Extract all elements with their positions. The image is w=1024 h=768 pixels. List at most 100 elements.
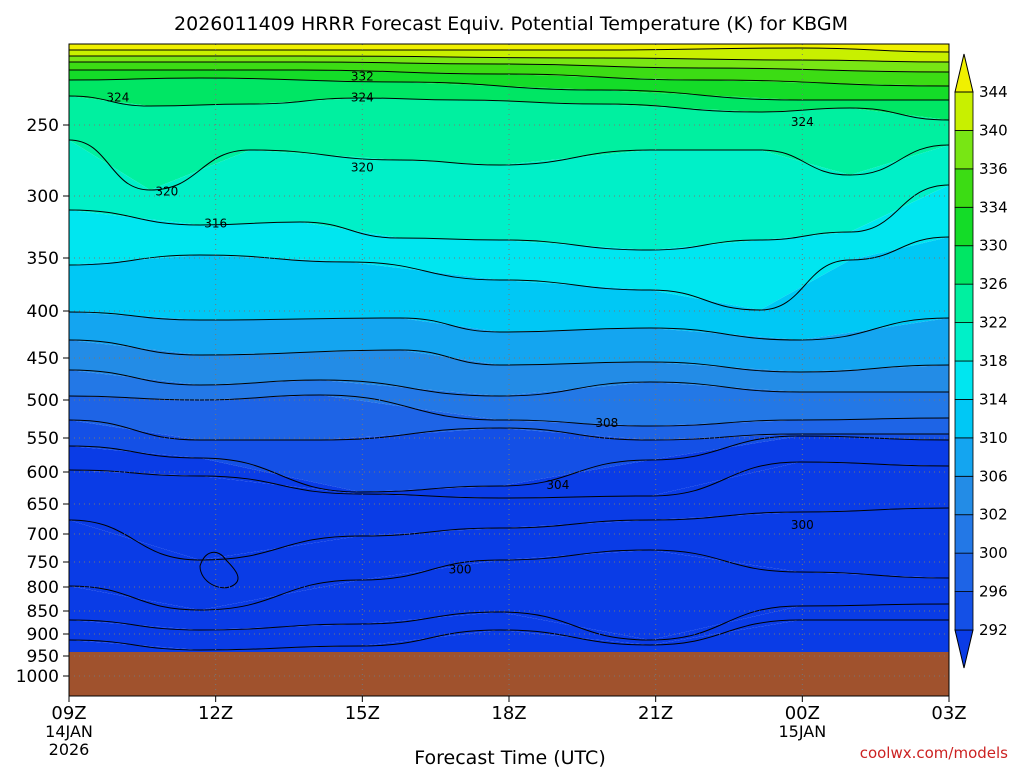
- contour-labels: 332 324 324 324 320 320 316 308 304 300 300: [106, 69, 814, 577]
- colorbar-label: 344: [979, 83, 1008, 101]
- x-tick-label: 03Z: [931, 703, 966, 724]
- x-tick-sublabel: 14JAN: [45, 722, 93, 741]
- contour-line: [69, 139, 949, 191]
- contour-label: 332: [351, 69, 374, 83]
- contour-line: [199, 551, 239, 589]
- y-tick-label: 800: [27, 578, 59, 598]
- y-tick-label: 550: [27, 429, 59, 449]
- colorbar-label: 310: [979, 429, 1008, 447]
- colorbar: 292 296 300 302 306 310 314 318 322 326 330 334 336 3…: [954, 53, 1008, 669]
- x-tick-label: 15Z: [345, 703, 380, 724]
- contour-label: 316: [204, 216, 227, 230]
- y-tick-label: 700: [27, 525, 59, 545]
- color-band: [69, 340, 949, 396]
- x-tick-label: 12Z: [198, 703, 233, 724]
- contour-line: [69, 184, 949, 251]
- contour-line: [69, 311, 949, 341]
- colorbar-segment: [954, 399, 974, 439]
- colorbar-label: 292: [979, 621, 1008, 639]
- color-band: [69, 395, 949, 440]
- color-band: [69, 96, 949, 190]
- x-tick-sublabel: 2026: [49, 740, 90, 759]
- contour-line: [69, 603, 949, 641]
- plot-area: 332 324 324 324 320 320 316 308 304 300 300: [69, 44, 949, 696]
- colorbar-segment: [954, 130, 974, 170]
- y-tick-label: 750: [27, 553, 59, 573]
- contour-line: [69, 55, 949, 63]
- x-tick-label: 00Z: [785, 703, 820, 724]
- colorbar-segment: [954, 360, 974, 400]
- colorbar-segment: [954, 283, 974, 323]
- contour-label: 320: [351, 161, 374, 175]
- y-tick-label: 600: [27, 463, 59, 483]
- colorbar-segment: [954, 437, 974, 477]
- contour-line: [69, 394, 949, 427]
- contour-line: [69, 339, 949, 373]
- chart-title: 2026011409 HRRR Forecast Equiv. Potentia…: [174, 13, 848, 35]
- colorbar-segment: [954, 53, 974, 93]
- color-band: [69, 185, 949, 310]
- contour-lines: [69, 47, 949, 651]
- colorbar-label: 318: [979, 352, 1008, 370]
- colorbar-segment: [954, 591, 974, 631]
- y-tick-label: 900: [27, 625, 59, 645]
- contour-line: [69, 435, 949, 493]
- x-tick-label: 18Z: [491, 703, 526, 724]
- contour-label: 308: [595, 416, 618, 430]
- colorbar-segment: [954, 206, 974, 247]
- y-tick-label: 300: [27, 187, 59, 207]
- contour-line: [69, 507, 949, 561]
- y-tick-label: 400: [27, 302, 59, 322]
- colorbar-segment: [954, 322, 974, 362]
- y-tick-label: 450: [27, 349, 59, 369]
- colorbar-label: 336: [979, 160, 1008, 178]
- y-tick-label: 500: [27, 391, 59, 411]
- credit-text: coolwx.com/models: [860, 744, 1008, 762]
- colorbar-label: 302: [979, 506, 1008, 524]
- colorbar-segment: [954, 91, 974, 131]
- x-axis-label: Forecast Time (UTC): [414, 747, 605, 768]
- contour-line: [69, 95, 949, 121]
- y-axis: 250 300 350 400 450 500 550 600 650 700 750 800 850 9…: [16, 116, 69, 687]
- colorbar-label: 326: [979, 275, 1008, 293]
- x-tick-sublabel: 15JAN: [778, 722, 826, 741]
- x-tick-label: 09Z: [51, 703, 86, 724]
- color-band: [69, 604, 949, 650]
- contour-line: [69, 549, 949, 611]
- y-tick-label: 850: [27, 602, 59, 622]
- colorbar-label: 334: [979, 198, 1008, 216]
- color-band: [69, 312, 949, 372]
- contour-label: 320: [155, 185, 178, 199]
- contour-line: [69, 461, 949, 499]
- colorbar-segment: [954, 514, 974, 554]
- contour-label: 300: [791, 518, 814, 532]
- colorbar-segment: [954, 552, 974, 592]
- colorbar-label: 322: [979, 314, 1008, 332]
- y-tick-label: 250: [27, 116, 59, 136]
- contour-label: 300: [449, 563, 472, 577]
- contour-line: [69, 369, 949, 397]
- color-band: [69, 436, 949, 498]
- contour-line: [69, 236, 949, 311]
- colorbar-label: 296: [979, 583, 1008, 601]
- y-tick-label: 650: [27, 495, 59, 515]
- grid: [69, 44, 949, 696]
- contour-label: 324: [351, 90, 374, 104]
- colorbar-label: 306: [979, 467, 1008, 485]
- contour-label: 304: [546, 478, 569, 492]
- colorbar-label: 330: [979, 237, 1008, 255]
- color-band: [69, 370, 949, 426]
- colorbar-segment: [954, 168, 974, 208]
- y-tick-label: 1000: [16, 667, 59, 687]
- contour-line: [69, 69, 949, 87]
- contour-line: [69, 47, 949, 53]
- contour-line: [69, 61, 949, 73]
- colorbar-label: 340: [979, 121, 1008, 139]
- contour-line: [69, 419, 949, 441]
- contour-line: [69, 619, 949, 651]
- x-tick-label: 21Z: [638, 703, 673, 724]
- colorbar-segment: [954, 475, 974, 516]
- contour-label: 324: [791, 115, 814, 129]
